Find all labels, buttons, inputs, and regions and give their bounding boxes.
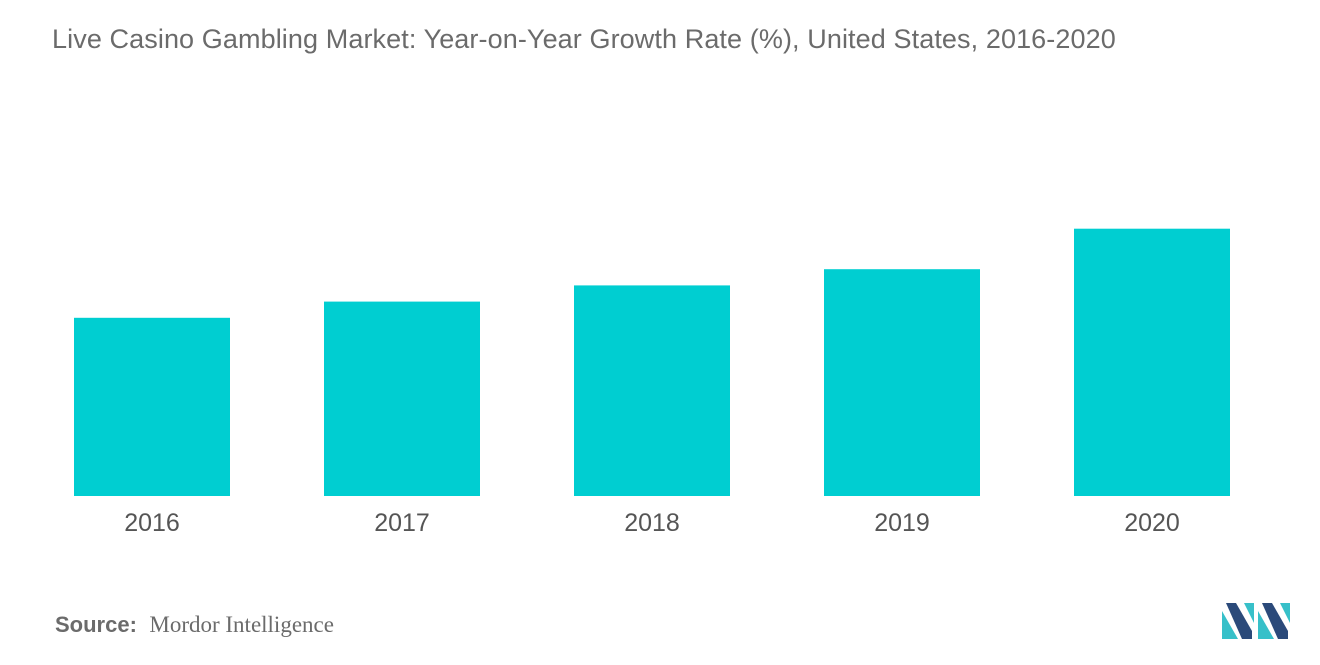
x-tick-label-2017: 2017 [374, 509, 430, 537]
x-tick-label-2016: 2016 [124, 509, 180, 537]
bar-2018 [574, 285, 730, 496]
bar-2019 [824, 269, 980, 496]
bar-2020 [1074, 228, 1230, 496]
source-value: Mordor Intelligence [149, 612, 334, 637]
mordor-intelligence-logo-icon [1222, 603, 1290, 639]
source-note: Source: Mordor Intelligence [55, 612, 334, 638]
bar-2016 [74, 317, 230, 496]
chart-title: Live Casino Gambling Market: Year-on-Yea… [52, 24, 1116, 54]
bar-chart: 2016 2017 2018 2019 2020 [74, 228, 1230, 537]
source-label: Source: [55, 612, 137, 637]
x-tick-label-2019: 2019 [874, 509, 930, 537]
x-tick-label-2018: 2018 [624, 509, 680, 537]
bar-2017 [324, 301, 480, 496]
x-tick-label-2020: 2020 [1124, 509, 1180, 537]
